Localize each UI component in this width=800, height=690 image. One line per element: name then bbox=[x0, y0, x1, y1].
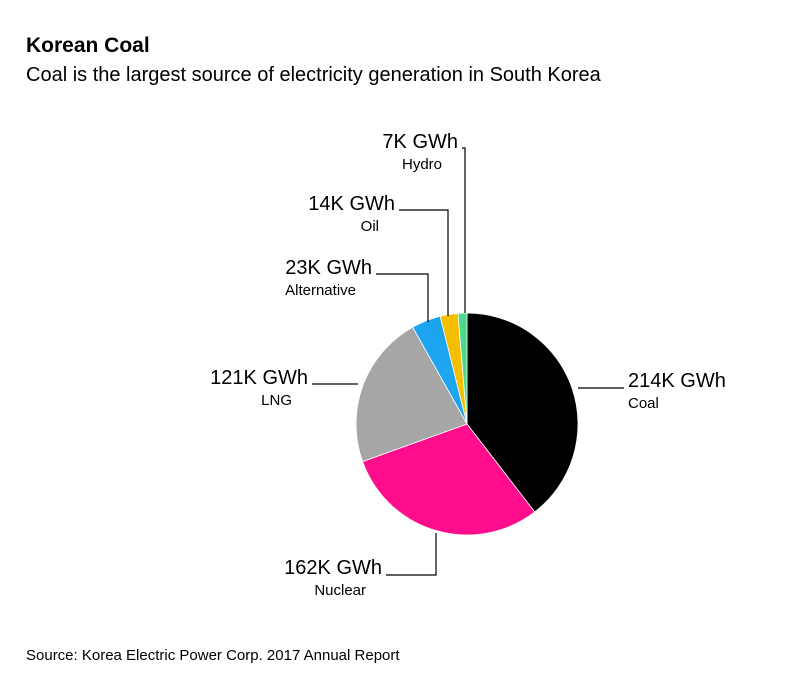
leader-line bbox=[399, 209, 449, 316]
category-label: Hydro bbox=[402, 156, 442, 173]
source-note: Source: Korea Electric Power Corp. 2017 … bbox=[26, 647, 400, 664]
leader-line bbox=[462, 147, 466, 313]
chart-title: Korean Coal bbox=[26, 34, 150, 57]
value-label: 121K GWh bbox=[210, 367, 308, 389]
category-label: Oil bbox=[361, 218, 379, 235]
leader-line bbox=[386, 533, 437, 576]
chart-subtitle: Coal is the largest source of electricit… bbox=[26, 64, 602, 86]
category-label: LNG bbox=[261, 392, 292, 409]
leader-line bbox=[376, 273, 429, 322]
pie-slice bbox=[362, 423, 536, 536]
pie-slice bbox=[355, 326, 468, 463]
category-label: Nuclear bbox=[314, 582, 366, 599]
value-label: 7K GWh bbox=[382, 131, 458, 153]
value-label: 14K GWh bbox=[308, 193, 395, 215]
value-label: 23K GWh bbox=[285, 257, 372, 279]
category-label: Coal bbox=[628, 395, 659, 412]
pie-slice bbox=[466, 312, 579, 513]
category-label: Alternative bbox=[285, 282, 356, 299]
value-label: 214K GWh bbox=[628, 370, 726, 392]
pie-slice bbox=[457, 312, 468, 425]
value-label: 162K GWh bbox=[284, 557, 382, 579]
